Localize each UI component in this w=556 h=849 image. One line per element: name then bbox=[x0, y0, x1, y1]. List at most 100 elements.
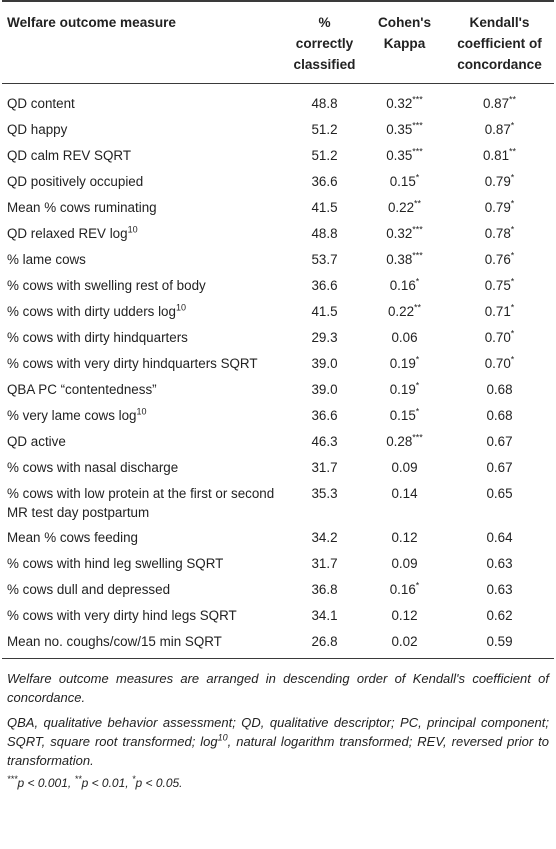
cell-kappa: 0.19* bbox=[389, 354, 420, 371]
table-row: % cows with low protein at the first or … bbox=[2, 481, 554, 525]
cell-kappa: 0.22** bbox=[387, 302, 422, 319]
table-row: QD relaxed REV log10 48.8 0.32*** 0.78* bbox=[2, 221, 554, 247]
cell-kappa: 0.09 bbox=[391, 460, 418, 475]
cell-pct-correct: 39.0 bbox=[311, 356, 338, 371]
cell-kendall: 0.70* bbox=[484, 328, 515, 345]
table-row: Mean % cows feeding 34.2 0.12 0.64 bbox=[2, 525, 554, 551]
table-row: % cows with dirty udders log10 41.5 0.22**… bbox=[2, 299, 554, 325]
cell-measure: Mean % cows ruminating bbox=[7, 200, 157, 215]
cell-kappa: 0.32*** bbox=[386, 94, 423, 111]
cell-measure: QD happy bbox=[7, 122, 68, 137]
cell-kappa: 0.16* bbox=[389, 580, 420, 597]
cell-kendall: 0.87* bbox=[484, 120, 515, 137]
cell-kappa: 0.09 bbox=[391, 556, 418, 571]
cell-kappa: 0.15* bbox=[389, 406, 420, 423]
table-row: QD happy 51.2 0.35*** 0.87* bbox=[2, 117, 554, 143]
cell-kappa: 0.22** bbox=[387, 198, 422, 215]
cell-kappa: 0.38*** bbox=[386, 250, 423, 267]
cell-measure: % cows dull and depressed bbox=[7, 582, 171, 597]
table-row: QD active 46.3 0.28*** 0.67 bbox=[2, 429, 554, 455]
cell-kappa: 0.14 bbox=[391, 486, 418, 501]
cell-pct-correct: 51.2 bbox=[311, 122, 338, 137]
cell-pct-correct: 35.3 bbox=[311, 486, 338, 501]
cell-pct-correct: 36.6 bbox=[311, 408, 338, 423]
table-row: QBA PC “contentedness” 39.0 0.19* 0.68 bbox=[2, 377, 554, 403]
table-row: % cows with dirty hindquarters 29.3 0.06 0.… bbox=[2, 325, 554, 351]
table-footnotes: Welfare outcome measures are arranged in… bbox=[2, 659, 554, 793]
cell-kendall: 0.67 bbox=[486, 460, 513, 475]
cell-measure: QBA PC “contentedness” bbox=[7, 382, 157, 397]
table-row: % cows dull and depressed 36.8 0.16* 0.63 bbox=[2, 577, 554, 603]
table-row: QD content 48.8 0.32*** 0.87** bbox=[2, 84, 554, 118]
cell-measure: QD content bbox=[7, 96, 75, 111]
cell-pct-correct: 26.8 bbox=[311, 634, 338, 649]
table-row: QD positively occupied 36.6 0.15* 0.79* bbox=[2, 169, 554, 195]
cell-kappa: 0.02 bbox=[391, 634, 418, 649]
table-row: Mean % cows ruminating 41.5 0.22** 0.79* bbox=[2, 195, 554, 221]
cell-measure: % cows with very dirty hind legs SQRT bbox=[7, 608, 237, 623]
cell-pct-correct: 29.3 bbox=[311, 330, 338, 345]
cell-kendall: 0.59 bbox=[486, 634, 513, 649]
cell-kendall: 0.75* bbox=[484, 276, 515, 293]
header-measure: Welfare outcome measure bbox=[7, 15, 176, 30]
cell-pct-correct: 36.8 bbox=[311, 582, 338, 597]
cell-pct-correct: 36.6 bbox=[311, 278, 338, 293]
table-container: Welfare outcome measure % correctly clas… bbox=[2, 1, 554, 793]
table-row: % cows with very dirty hind legs SQRT 34.… bbox=[2, 603, 554, 629]
cell-measure: % lame cows bbox=[7, 252, 86, 267]
cell-measure: QD calm REV SQRT bbox=[7, 148, 132, 163]
cell-measure: QD relaxed REV log10 bbox=[7, 224, 138, 241]
table-row: Mean no. coughs/cow/15 min SQRT 26.8 0.02 0… bbox=[2, 629, 554, 659]
table-header: Welfare outcome measure % correctly clas… bbox=[2, 1, 554, 84]
header-kendalls-w: Kendall's coefficient of concordance bbox=[457, 15, 542, 72]
cell-kappa: 0.16* bbox=[389, 276, 420, 293]
cell-kendall: 0.67 bbox=[486, 434, 513, 449]
footnote-order: Welfare outcome measures are arranged in… bbox=[7, 671, 549, 705]
cell-kendall: 0.65 bbox=[486, 486, 513, 501]
cell-measure: % very lame cows log10 bbox=[7, 406, 147, 423]
cell-measure: QD positively occupied bbox=[7, 174, 144, 189]
cell-kappa: 0.32*** bbox=[386, 224, 423, 241]
cell-kappa: 0.12 bbox=[391, 530, 418, 545]
table-row: % lame cows 53.7 0.38*** 0.76* bbox=[2, 247, 554, 273]
cell-pct-correct: 46.3 bbox=[311, 434, 338, 449]
cell-measure: % cows with hind leg swelling SQRT bbox=[7, 556, 224, 571]
cell-pct-correct: 39.0 bbox=[311, 382, 338, 397]
footnote-significance: ***p < 0.001, **p < 0.01, *p < 0.05. bbox=[7, 774, 183, 791]
cell-measure: % cows with low protein at the first or … bbox=[7, 486, 275, 520]
cell-pct-correct: 34.2 bbox=[311, 530, 338, 545]
cell-kappa: 0.19* bbox=[389, 380, 420, 397]
cell-kendall: 0.68 bbox=[486, 408, 513, 423]
cell-kendall: 0.79* bbox=[484, 172, 515, 189]
cell-measure: QD active bbox=[7, 434, 66, 449]
table-row: QD calm REV SQRT 51.2 0.35*** 0.81** bbox=[2, 143, 554, 169]
cell-kappa: 0.06 bbox=[391, 330, 418, 345]
cell-kendall: 0.79* bbox=[484, 198, 515, 215]
cell-kendall: 0.68 bbox=[486, 382, 513, 397]
cell-measure: % cows with dirty udders log10 bbox=[7, 302, 186, 319]
header-pct-correct: % correctly classified bbox=[293, 15, 356, 72]
cell-kendall: 0.62 bbox=[486, 608, 513, 623]
cell-pct-correct: 41.5 bbox=[311, 304, 338, 319]
cell-pct-correct: 36.6 bbox=[311, 174, 338, 189]
table-row: % very lame cows log10 36.6 0.15* 0.68 bbox=[2, 403, 554, 429]
cell-measure: Mean % cows feeding bbox=[7, 530, 139, 545]
cell-measure: % cows with nasal discharge bbox=[7, 460, 179, 475]
cell-pct-correct: 51.2 bbox=[311, 148, 338, 163]
cell-kendall: 0.76* bbox=[484, 250, 515, 267]
table-row: % cows with nasal discharge 31.7 0.09 0.67 bbox=[2, 455, 554, 481]
table-row: % cows with hind leg swelling SQRT 31.7 0.… bbox=[2, 551, 554, 577]
cell-kendall: 0.87** bbox=[482, 94, 517, 111]
header-cohens-kappa: Cohen's Kappa bbox=[377, 15, 432, 51]
cell-pct-correct: 31.7 bbox=[311, 556, 338, 571]
cell-kendall: 0.81** bbox=[482, 146, 517, 163]
cell-pct-correct: 48.8 bbox=[311, 96, 338, 111]
cell-pct-correct: 48.8 bbox=[311, 226, 338, 241]
cell-kendall: 0.71* bbox=[484, 302, 515, 319]
cell-kendall: 0.64 bbox=[486, 530, 513, 545]
table-row: % cows with very dirty hindquarters SQRT… bbox=[2, 351, 554, 377]
cell-kendall: 0.63 bbox=[486, 556, 513, 571]
cell-pct-correct: 41.5 bbox=[311, 200, 338, 215]
cell-kappa: 0.15* bbox=[389, 172, 420, 189]
cell-kendall: 0.63 bbox=[486, 582, 513, 597]
